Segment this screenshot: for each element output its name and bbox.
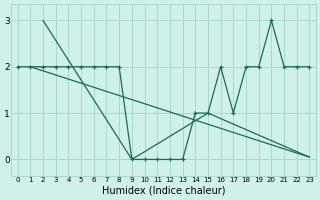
- X-axis label: Humidex (Indice chaleur): Humidex (Indice chaleur): [102, 186, 225, 196]
